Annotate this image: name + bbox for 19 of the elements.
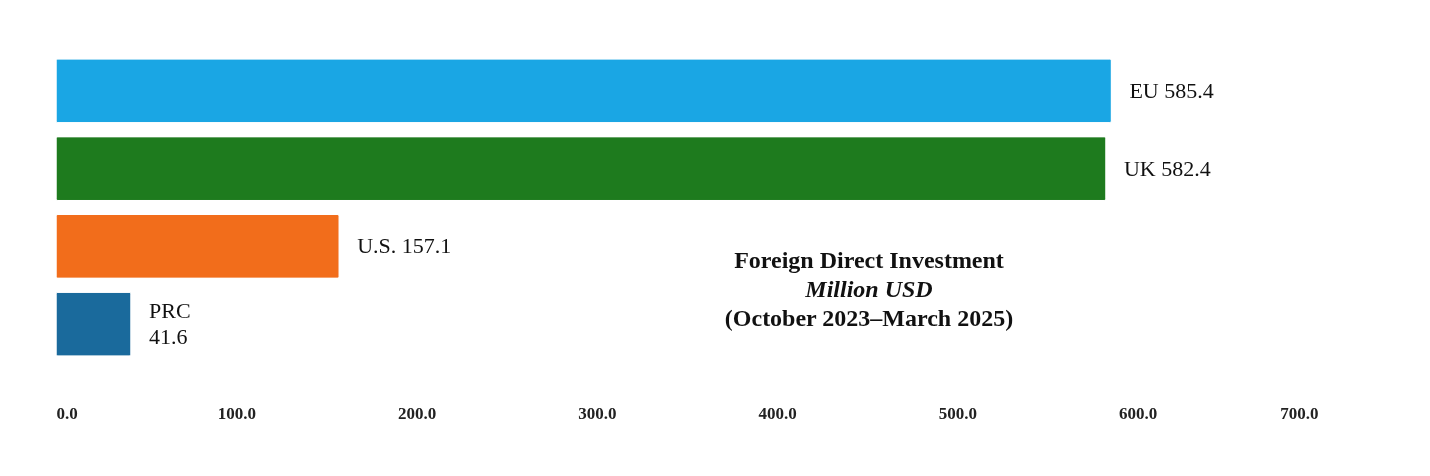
x-tick-label: 100.0 xyxy=(217,403,256,423)
x-tick-label: 300.0 xyxy=(578,403,617,423)
text: Million USD xyxy=(804,276,933,302)
y-tick-label: UK xyxy=(1123,155,1156,181)
data-label: 157.1 xyxy=(401,233,452,259)
y-tick-label: PRC xyxy=(149,298,191,324)
y-tick-label: U.S. xyxy=(357,233,397,259)
x-tick-label: 0.0 xyxy=(56,403,78,423)
x-tick-label: 400.0 xyxy=(758,403,797,423)
y-tick-label: EU xyxy=(1129,77,1159,103)
annotation: (October 2023–March 2025) xyxy=(724,305,1014,331)
x-tick-label: 200.0 xyxy=(397,403,437,423)
text: Foreign Direct Investment xyxy=(734,247,1004,273)
x-tick-label: 700.0 xyxy=(1280,403,1319,423)
data-label: 585.4 xyxy=(1164,77,1214,103)
data-label: 582.4 xyxy=(1161,155,1211,181)
x-tick-label: 600.0 xyxy=(1119,403,1158,423)
x-tick-label: 500.0 xyxy=(938,403,978,423)
data-label: 41.6 xyxy=(149,324,188,350)
